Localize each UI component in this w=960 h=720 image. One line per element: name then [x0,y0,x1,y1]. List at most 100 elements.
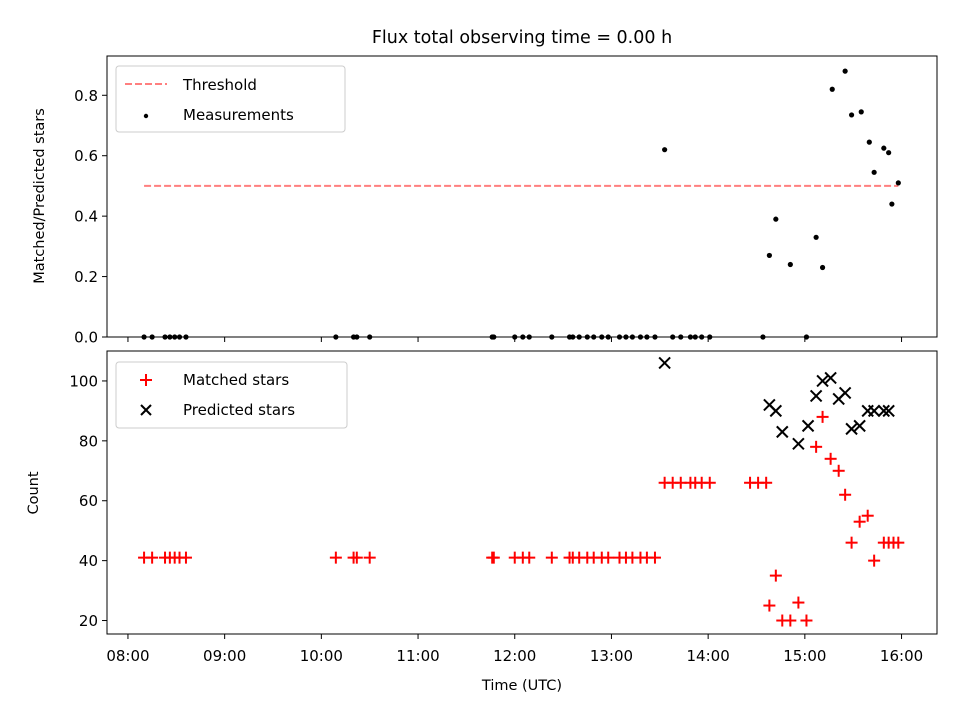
x-axis-label: Time (UTC) [481,678,562,694]
top-y-axis-label: Matched/Predicted stars [32,108,48,284]
legend-predicted-swatch [140,404,152,416]
matched-star-marker [703,476,716,489]
predicted-marker-b [809,389,823,403]
measurement-point [848,112,855,118]
measurement-point [662,147,668,153]
matched-star-marker [784,614,797,627]
predicted-marker-b [763,398,776,412]
measurement-point [829,86,835,92]
predicted-star-marker [809,389,823,403]
predicted-marker-b [882,404,895,418]
x-tick-label: 12:00 [493,647,536,665]
predicted-marker-b [769,404,783,418]
matched-star-marker [832,464,845,477]
matched-star-marker [816,410,829,423]
matched-star-marker [648,551,661,564]
measurement-point [889,201,895,207]
matched-star-marker [329,551,342,564]
matched-star-marker [892,536,905,549]
top-legend: Threshold Measurements [115,65,346,133]
predicted-star-marker [853,419,866,433]
bottom-y-axis-label: Count [26,471,42,514]
predicted-star-marker [658,356,671,370]
top-axes-frame [106,55,938,338]
bottom-y-tick-label: 40 [79,552,98,570]
predicted-star-marker [801,419,815,433]
predicted-star-marker [816,374,829,388]
measurement-point [866,139,872,145]
predicted-marker-b [658,356,671,370]
top-y-tick-label: 0.4 [74,208,98,226]
matched-star-marker [363,551,376,564]
measurement-point [886,150,892,156]
matched-star-marker [861,509,874,522]
predicted-star-marker [776,425,789,439]
x-tick-label: 10:00 [300,647,343,665]
predicted-star-marker [838,386,852,400]
matched-star-marker [792,596,805,609]
matched-star-marker [602,551,615,564]
chart-title: Flux total observing time = 0.00 h [372,28,672,48]
legend-measurements-label: Measurements [183,106,294,124]
legend-predicted-label: Predicted stars [183,401,295,419]
matched-star-marker [810,440,823,453]
measurement-point [858,109,864,115]
top-panel: 0.00.20.40.60.8 Matched/Predicted stars … [32,55,938,347]
predicted-marker-b [838,386,852,400]
legend-threshold-label: Threshold [182,76,257,94]
predicted-marker-b [845,422,858,436]
predicted-star-marker [877,404,891,418]
top-x-ticks [127,337,903,342]
x-tick-label: 13:00 [590,647,633,665]
bottom-y-tick-label: 100 [69,372,98,390]
top-y-tick-label: 0.6 [74,147,98,165]
matched-star-marker [845,536,858,549]
top-legend-box [115,65,346,133]
x-tick-label: 09:00 [203,647,246,665]
predicted-star-marker [769,404,783,418]
matched-star-marker [800,614,813,627]
top-y-tick-label: 0.2 [74,268,98,286]
x-tick-label: 15:00 [783,647,826,665]
predicted-star-marker [882,404,895,418]
bottom-panel: 08:00 09:00 10:00 11:00 12:00 13:00 14:00 15:00… [26,350,938,694]
bottom-y-tick-label: 80 [79,432,98,450]
legend-measurements-swatch [143,113,149,119]
matched-star-marker [839,488,852,501]
legend-matched-label: Matched stars [183,371,289,389]
predicted-marker-b [877,404,891,418]
predicted-marker-b [867,404,881,418]
bottom-x-ticks: 08:00 09:00 10:00 11:00 12:00 13:00 14:00 15:00… [106,634,923,665]
predicted-star-marker [792,437,805,451]
measurement-point [842,68,848,74]
predicted-marker-b [801,419,815,433]
matched-star-marker [824,452,837,465]
measurement-point [787,261,793,268]
bottom-y-ticks: 20 40 60 80 100 [69,372,107,630]
predicted-marker-b [776,425,789,439]
bottom-axes-frame [106,350,938,635]
top-y-ticks: 0.0 0.2 0.4 0.6 0.8 [74,87,107,347]
measurement-point [895,180,901,186]
matched-star-marker [769,569,782,582]
bottom-y-tick-label: 20 [79,612,98,630]
x-tick-label: 11:00 [396,647,439,665]
matched-star-marker [146,551,159,564]
predicted-marker-b [816,374,829,388]
x-tick-label: 08:00 [106,647,149,665]
bottom-y-tick-label: 60 [79,492,98,510]
top-y-tick-label: 0.8 [74,87,98,105]
measurement-point [871,169,877,175]
measurement-point [813,234,819,240]
matched-star-marker [523,551,536,564]
matched-star-marker [545,551,558,564]
predicted-marker-b [853,419,866,433]
matched-star-marker [179,551,192,564]
legend-matched-swatch [140,374,152,386]
matched-star-marker [487,551,500,564]
matched-star-marker [763,599,776,612]
matched-star-marker [760,476,773,489]
measurement-point [773,216,779,222]
x-tick-label: 14:00 [687,647,730,665]
